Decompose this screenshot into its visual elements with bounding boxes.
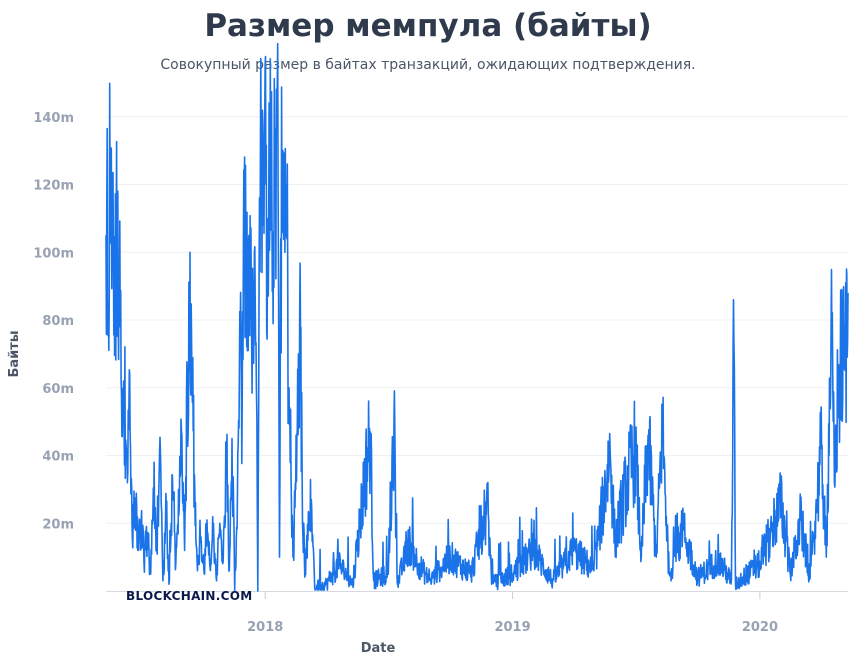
grid-lines bbox=[106, 116, 848, 524]
series-line bbox=[105, 42, 849, 592]
x-tick-label: 2018 bbox=[247, 620, 283, 635]
watermark-logo: BLOCKCHAIN.COM bbox=[126, 589, 253, 603]
y-tick-label: 20m bbox=[42, 517, 74, 532]
x-axis-title: Date bbox=[361, 641, 396, 656]
y-tick-label: 120m bbox=[33, 179, 74, 194]
y-tick-label: 140m bbox=[33, 111, 74, 126]
x-tick-label: 2019 bbox=[494, 620, 530, 635]
y-axis-ticks: 20m 40m 60m 80m 100m 120m 140m bbox=[33, 111, 74, 532]
series-layer bbox=[105, 42, 849, 592]
chart-title: Размер мемпула (байты) bbox=[204, 8, 652, 44]
chart-subtitle: Совокупный размер в байтах транзакций, о… bbox=[160, 57, 696, 73]
x-tick-label: 2020 bbox=[742, 620, 778, 635]
y-tick-label: 40m bbox=[42, 450, 74, 465]
y-tick-label: 100m bbox=[33, 246, 74, 261]
y-tick-label: 60m bbox=[42, 382, 74, 397]
y-axis-title: Байты bbox=[7, 330, 22, 377]
x-axis-ticks: 2018 2019 2020 bbox=[106, 591, 848, 635]
y-tick-label: 80m bbox=[42, 314, 74, 329]
